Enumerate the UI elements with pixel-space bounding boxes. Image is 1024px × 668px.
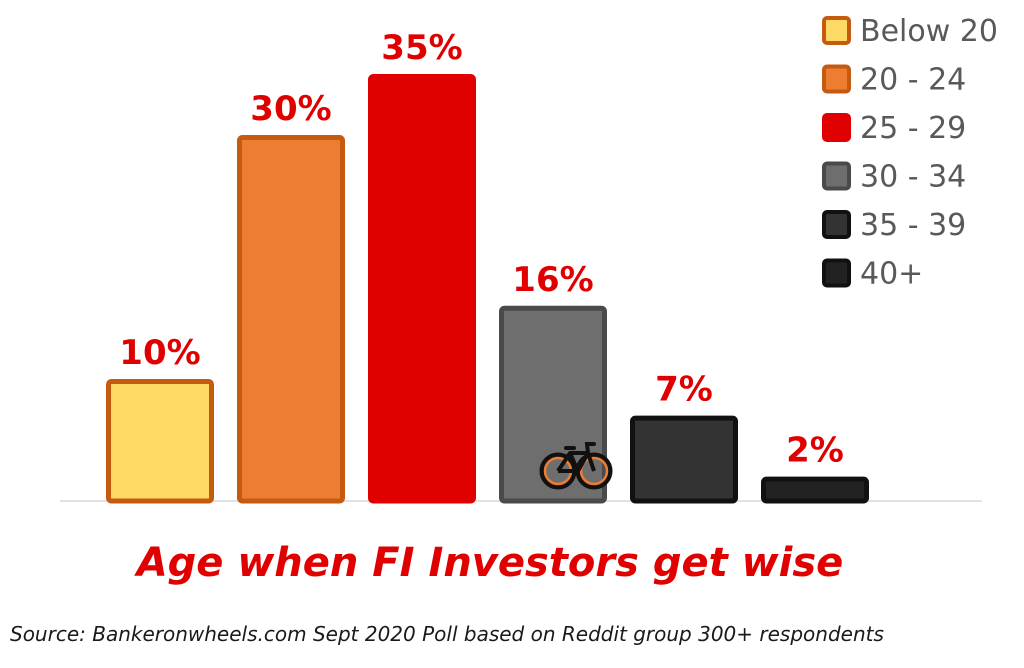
- value-label-5: 7%: [655, 370, 713, 410]
- legend-label-3: 25 - 29: [860, 111, 966, 146]
- value-label-3: 35%: [381, 28, 462, 68]
- legend-swatch-3: [822, 113, 851, 142]
- bar-5: [630, 415, 738, 504]
- legend-label-2: 20 - 24: [860, 63, 966, 98]
- value-labels: 10% 30% 35% 16% 7% 2%: [119, 28, 844, 471]
- bar-4: [499, 305, 607, 504]
- legend-label-5: 35 - 39: [860, 208, 966, 243]
- bar-1: [106, 379, 214, 504]
- value-label-6: 2%: [786, 431, 844, 471]
- bars: [106, 74, 869, 504]
- value-label-4: 16%: [512, 260, 593, 300]
- value-label-1: 10%: [119, 333, 200, 373]
- source-note: Source: Bankeronwheels.com Sept 2020 Pol…: [10, 622, 884, 646]
- bar-3: [368, 74, 476, 504]
- legend-swatch-6: [822, 258, 851, 288]
- legend-swatch-4: [822, 161, 851, 191]
- legend-swatch-2: [822, 64, 851, 94]
- legend-swatch-5: [822, 210, 851, 239]
- bar-2: [237, 135, 345, 504]
- legend-label-1: Below 20: [860, 14, 998, 49]
- chart-title: Age when FI Investors get wise: [136, 540, 844, 586]
- bicycle-icon: [539, 442, 613, 490]
- legend-label-6: 40+: [860, 257, 923, 292]
- legend: Below 20 20 - 24 25 - 29 30 - 34 35 - 39 40+: [822, 14, 998, 292]
- legend-swatch-1: [822, 16, 851, 45]
- legend-label-4: 30 - 34: [860, 160, 966, 195]
- value-label-2: 30%: [250, 89, 331, 129]
- bar-6: [761, 476, 869, 504]
